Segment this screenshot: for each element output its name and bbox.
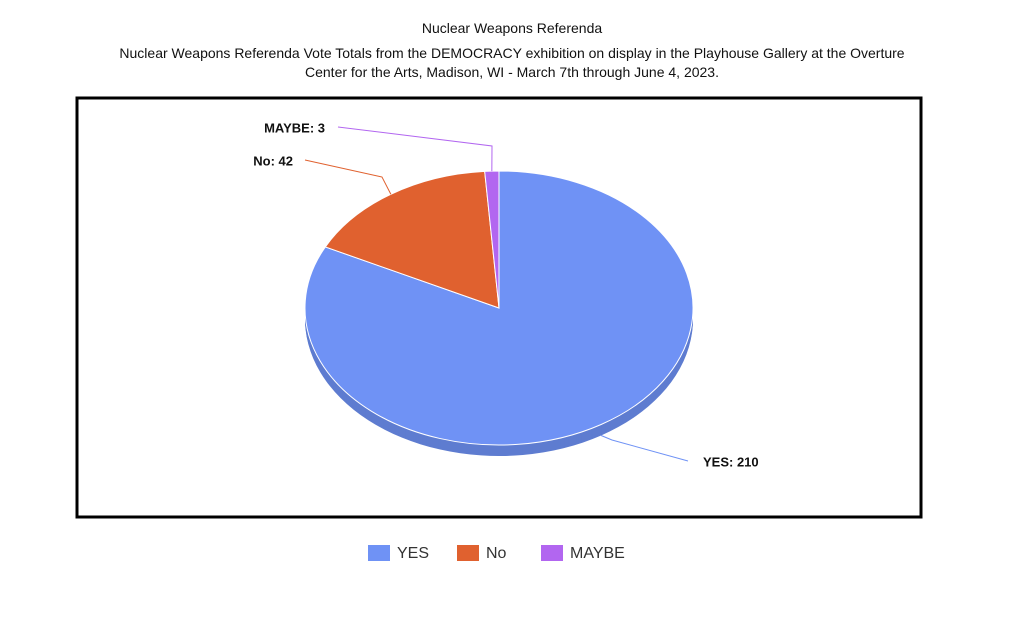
leader-line [304, 159, 392, 195]
chart-frame [75, 96, 923, 519]
chart-title: Nuclear Weapons Referenda [421, 20, 603, 36]
data-label: YES: 210 [703, 454, 759, 469]
chart-subtitle: Nuclear Weapons Referenda Vote Totals fr… [119, 45, 905, 80]
legend-swatch [368, 545, 390, 561]
legend-label: MAYBE [570, 545, 625, 562]
legend-swatch [541, 545, 563, 561]
legend-label: YES [397, 545, 429, 562]
data-label: No: 42 [253, 153, 293, 168]
leader-line [600, 435, 689, 462]
legend-swatch [457, 545, 479, 561]
leader-line [337, 126, 493, 172]
data-label: MAYBE: 3 [264, 120, 325, 135]
legend-label: No [486, 545, 507, 562]
